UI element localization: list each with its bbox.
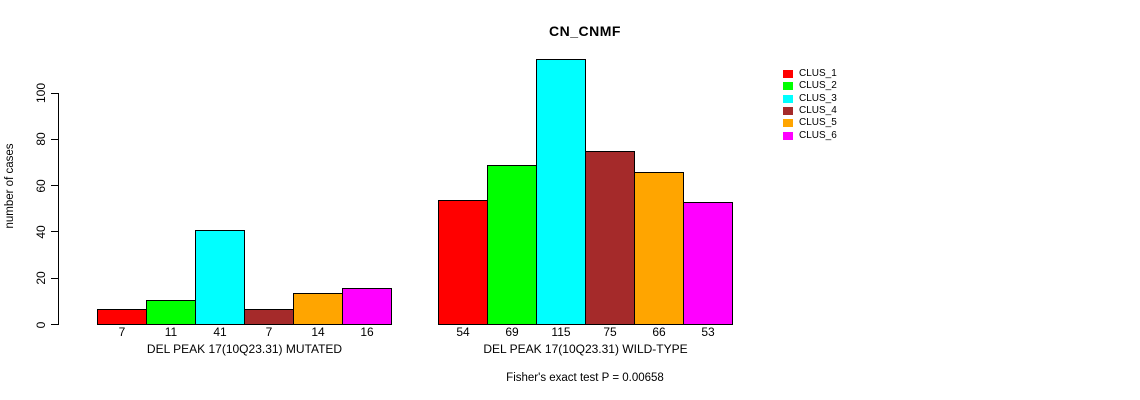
legend-label: CLUS_3	[799, 92, 837, 104]
bar-value-label: 53	[701, 325, 715, 339]
legend-item-clus_1: CLUS_1	[783, 68, 837, 80]
legend-item-clus_6: CLUS_6	[783, 130, 837, 142]
y-tick-mark	[51, 231, 58, 233]
legend-item-clus_3: CLUS_3	[783, 93, 837, 105]
bar-value-label: 66	[652, 325, 666, 339]
bar-clus_5-group1	[293, 293, 343, 325]
bar-clus_1-group1	[97, 309, 147, 325]
y-tick-label: 20	[34, 271, 48, 285]
bar-value-label: 69	[505, 325, 519, 339]
bar-clus_2-group2	[487, 165, 537, 325]
legend-label: CLUS_5	[799, 117, 837, 129]
y-tick-label: 100	[34, 82, 48, 104]
bar-value-label: 75	[603, 325, 617, 339]
bar-clus_3-group2	[536, 59, 586, 325]
bar-value-label: 16	[360, 325, 374, 339]
group-label-mutated: DEL PEAK 17(10Q23.31) MUTATED	[146, 342, 343, 356]
y-tick-label: 80	[34, 132, 48, 146]
bar-value-label: 41	[213, 325, 227, 339]
legend-label: CLUS_6	[799, 129, 837, 141]
bar-clus_6-group2	[683, 202, 733, 325]
bar-value-label: 14	[311, 325, 325, 339]
legend-label: CLUS_4	[799, 104, 837, 116]
bar-clus_5-group2	[634, 172, 684, 325]
bar-clus_4-group2	[585, 151, 635, 325]
fisher-test-annotation: Fisher's exact test P = 0.00658	[506, 372, 664, 384]
bar-value-label: 54	[456, 325, 470, 339]
bar-value-label: 115	[551, 325, 571, 339]
y-tick-mark	[51, 277, 58, 279]
legend-item-clus_2: CLUS_2	[783, 80, 837, 92]
legend-label: CLUS_1	[799, 68, 837, 79]
bar-value-label: 11	[164, 325, 178, 339]
bar-clus_2-group1	[146, 300, 196, 325]
legend-item-clus_4: CLUS_4	[783, 105, 837, 117]
chart-title: CN_CNMF	[549, 23, 621, 39]
legend-swatch	[783, 119, 793, 128]
legend-swatch	[783, 106, 793, 115]
bar-value-label: 7	[265, 325, 273, 339]
y-tick-label: 0	[34, 321, 48, 328]
legend-swatch	[783, 70, 793, 78]
y-tick-label: 40	[34, 225, 48, 239]
y-tick-mark	[51, 324, 58, 325]
bar-clus_4-group1	[244, 309, 294, 325]
bar-value-label: 7	[118, 325, 126, 339]
y-tick-label: 60	[34, 178, 48, 193]
bar-clus_3-group1	[195, 230, 245, 325]
legend-label: CLUS_2	[799, 80, 837, 92]
legend-swatch	[783, 131, 793, 140]
bar-clus_1-group2	[438, 200, 488, 325]
legend-swatch	[783, 82, 793, 91]
y-tick-mark	[51, 185, 58, 187]
legend-item-clus_5: CLUS_5	[783, 117, 837, 129]
bar-clus_6-group1	[342, 288, 392, 325]
group-label-wildtype: DEL PEAK 17(10Q23.31) WILD-TYPE	[483, 342, 688, 356]
y-axis-label: number of cases	[4, 143, 16, 229]
y-axis-line	[58, 93, 59, 325]
legend-swatch	[783, 94, 793, 103]
y-tick-mark	[51, 92, 58, 94]
y-tick-mark	[51, 138, 58, 140]
